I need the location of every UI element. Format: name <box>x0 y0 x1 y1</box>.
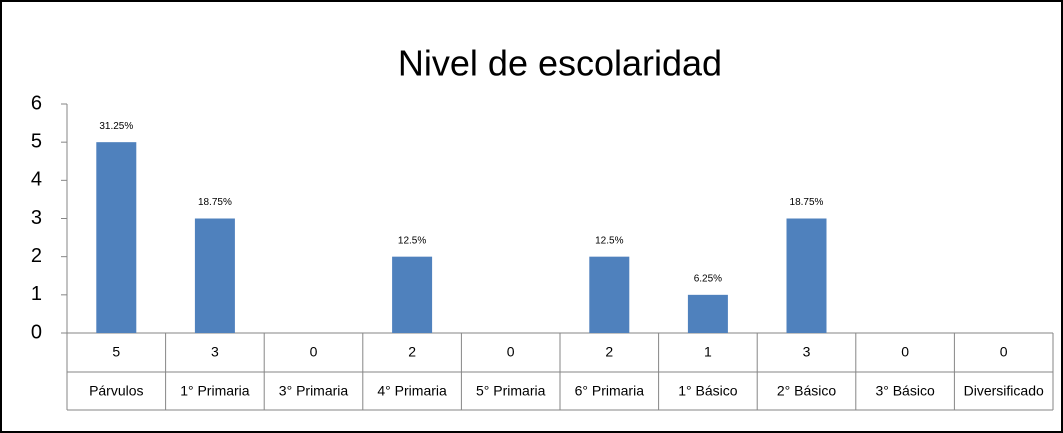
bar <box>589 256 630 333</box>
table-value: 3 <box>803 344 811 360</box>
table-value: 0 <box>901 344 909 360</box>
x-tick-label: 2° Básico <box>777 383 837 399</box>
data-label: 18.75% <box>198 197 232 208</box>
data-label: 12.5% <box>398 235 426 246</box>
x-tick-label: 4° Primaria <box>377 383 447 399</box>
x-tick-label: 1° Básico <box>678 383 738 399</box>
table-value: 5 <box>112 344 120 360</box>
data-label: 18.75% <box>790 197 824 208</box>
table-value: 0 <box>1000 344 1008 360</box>
x-tick-label: Párvulos <box>89 383 143 399</box>
table-value: 3 <box>211 344 219 360</box>
y-tick-label: 6 <box>31 92 42 114</box>
table-value: 0 <box>310 344 318 360</box>
data-label: 12.5% <box>595 235 623 246</box>
table-value: 1 <box>704 344 712 360</box>
table-value: 0 <box>507 344 515 360</box>
x-tick-label: 5° Primaria <box>476 383 546 399</box>
x-tick-label: 6° Primaria <box>575 383 645 399</box>
y-tick-label: 0 <box>31 321 42 343</box>
table-value: 2 <box>408 344 416 360</box>
y-tick-label: 1 <box>31 283 42 305</box>
bar <box>687 294 728 333</box>
x-tick-label: 1° Primaria <box>180 383 250 399</box>
y-tick-label: 2 <box>31 245 42 267</box>
data-label: 31.25% <box>99 121 133 132</box>
x-tick-label: 3° Primaria <box>279 383 349 399</box>
y-tick-label: 5 <box>31 130 42 152</box>
bar <box>786 218 827 333</box>
bar <box>96 142 137 333</box>
y-tick-label: 3 <box>31 207 42 229</box>
bar <box>194 218 235 333</box>
y-tick-label: 4 <box>31 169 42 191</box>
table-value: 2 <box>605 344 613 360</box>
chart-title: Nivel de escolaridad <box>398 43 722 84</box>
data-label: 6.25% <box>694 273 722 284</box>
bar <box>392 256 433 333</box>
x-tick-label: Diversificado <box>964 383 1044 399</box>
x-tick-label: 3° Básico <box>875 383 935 399</box>
